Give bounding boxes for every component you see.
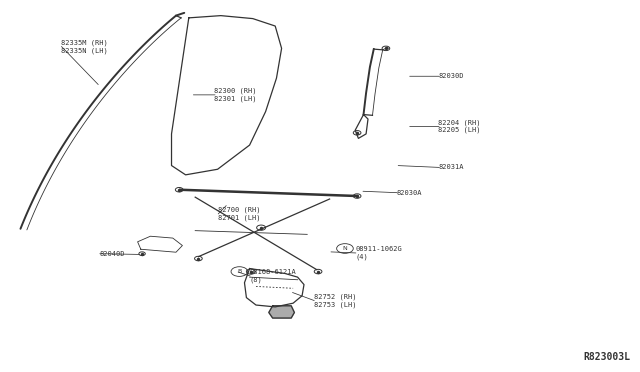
Text: 82030A: 82030A: [397, 190, 422, 196]
Text: N: N: [342, 246, 348, 251]
Text: 82204 (RH)
82205 (LH): 82204 (RH) 82205 (LH): [438, 119, 481, 134]
Text: 82030D: 82030D: [438, 73, 464, 79]
Text: 82700 (RH)
82701 (LH): 82700 (RH) 82701 (LH): [218, 207, 260, 221]
Text: 08911-1062G
(4): 08911-1062G (4): [355, 246, 402, 260]
Text: 82335M (RH)
82335N (LH): 82335M (RH) 82335N (LH): [61, 39, 108, 54]
Text: 82031A: 82031A: [438, 164, 464, 170]
Text: 82752 (RH)
82753 (LH): 82752 (RH) 82753 (LH): [314, 294, 356, 308]
Text: R823003L: R823003L: [584, 352, 630, 362]
Text: 08168-6121A
(8): 08168-6121A (8): [250, 269, 296, 283]
Text: 82040D: 82040D: [99, 251, 125, 257]
Text: B: B: [237, 269, 241, 274]
Text: 82300 (RH)
82301 (LH): 82300 (RH) 82301 (LH): [214, 88, 257, 102]
Polygon shape: [269, 306, 294, 318]
